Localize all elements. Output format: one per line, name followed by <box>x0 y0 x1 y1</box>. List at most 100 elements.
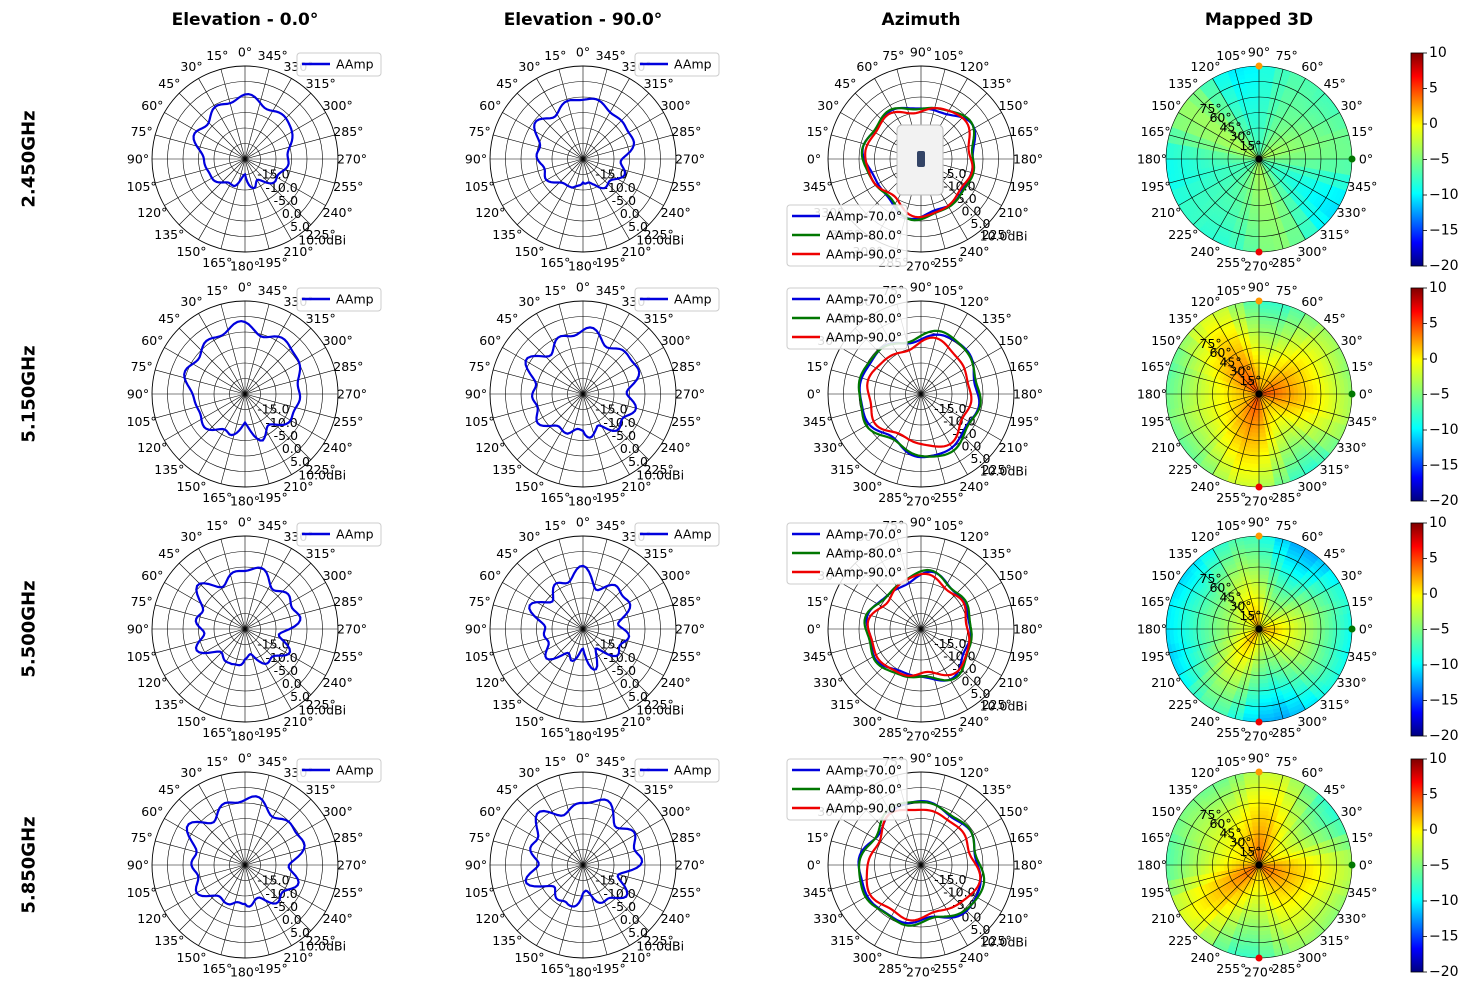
angle-tick-label: 165° <box>1009 594 1039 609</box>
angle-tick-label: 0° <box>1359 152 1373 167</box>
angle-tick-label: 285° <box>878 490 908 505</box>
radial-tick-label: -10.0 <box>603 415 635 430</box>
angle-tick-label: 105° <box>127 649 157 664</box>
angle-tick-label: 90° <box>127 622 149 637</box>
legend-box <box>634 52 720 77</box>
angle-tick-label: 120° <box>137 911 167 926</box>
angle-tick-label: 195° <box>258 961 288 976</box>
row-label-text: 5.500GHz <box>19 580 40 677</box>
radial-tick-label: -15.0 <box>934 872 966 887</box>
angle-tick-label: 135° <box>492 933 522 948</box>
angle-tick-label: 150° <box>514 479 544 494</box>
grid-spoke <box>920 313 968 395</box>
angle-tick-label: 270° <box>1244 259 1274 274</box>
grid-spoke <box>502 864 584 912</box>
radial-tick-label: 0.0 <box>282 912 302 927</box>
angle-tick-label: 75° <box>469 359 491 374</box>
marker-bottom <box>1255 718 1263 726</box>
grid-spoke <box>920 563 987 630</box>
heat-cell <box>1274 864 1279 869</box>
angle-tick-label: 255° <box>671 414 701 429</box>
angle-tick-label: 30° <box>518 765 540 780</box>
angle-tick-label: 225° <box>306 227 336 242</box>
heat-cell <box>1239 390 1244 395</box>
grid-spoke <box>1169 369 1260 395</box>
radial-tick-label: -5.0 <box>612 899 636 914</box>
angle-tick-label: 330° <box>1337 911 1367 926</box>
angle-tick-label: 240° <box>661 675 691 690</box>
heat-cell <box>1270 864 1275 868</box>
colorbar-tick-label: 10 <box>1429 45 1447 61</box>
angle-tick-label: 150° <box>1151 568 1181 583</box>
angle-tick-label: 195° <box>596 961 626 976</box>
colorbar-tick-label: −10 <box>1429 187 1459 203</box>
grid-spoke <box>1258 563 1325 630</box>
angle-tick-label: 255° <box>671 885 701 900</box>
angle-tick-label: 345° <box>258 754 288 769</box>
angle-tick-label: 135° <box>1168 76 1198 91</box>
angle-tick-label: 75° <box>1276 48 1298 63</box>
angle-tick-label: 0° <box>1359 387 1373 402</box>
grid-spoke <box>1258 158 1349 184</box>
angle-tick-label: 225° <box>1168 933 1198 948</box>
grid-spoke <box>198 313 246 395</box>
grid-spoke <box>198 158 246 240</box>
legend-box <box>786 758 908 821</box>
heat-cell <box>1239 155 1244 160</box>
marker-bottom <box>1255 954 1263 962</box>
grid-spoke <box>582 134 673 160</box>
angle-tick-label: 60° <box>141 333 163 348</box>
elevation-series-aamp <box>194 566 302 667</box>
radial-tick-label: 5.0 <box>290 219 310 234</box>
angle-tick-label: 0° <box>576 751 590 766</box>
grid-spoke <box>1193 563 1260 630</box>
angle-tick-label: 300° <box>323 568 353 583</box>
angle-tick-label: 150° <box>999 98 1029 113</box>
angle-tick-label: 75° <box>131 594 153 609</box>
grid-spoke <box>831 840 922 866</box>
angle-tick-label: 45° <box>496 311 518 326</box>
colorbar-tick-label: 10 <box>1429 751 1447 767</box>
grid-spoke <box>1258 393 1284 484</box>
grid-spoke <box>244 628 326 676</box>
grid-spoke <box>1212 628 1260 710</box>
angle-tick-label: 255° <box>671 179 701 194</box>
angle-tick-label: 345° <box>258 48 288 63</box>
marker-bottom <box>1255 248 1263 256</box>
angle-tick-label: 255° <box>671 649 701 664</box>
angle-tick-label: 285° <box>1272 490 1302 505</box>
colorbar-tick-label: 0 <box>1429 822 1438 838</box>
angle-tick-label: 330° <box>1337 675 1367 690</box>
angle-tick-label: 210° <box>1151 911 1181 926</box>
angle-tick-label: 120° <box>1190 59 1220 74</box>
grid-spoke <box>582 313 630 395</box>
heat-cell <box>1239 625 1244 630</box>
grid-spoke <box>920 818 1002 866</box>
grid-spoke <box>558 69 584 160</box>
grid-spoke <box>1258 628 1340 676</box>
grid-spoke <box>920 393 946 484</box>
angle-tick-label: 315° <box>306 311 336 326</box>
angle-tick-label: 90° <box>465 387 487 402</box>
grid-spoke <box>1169 604 1260 630</box>
angle-tick-label: 0° <box>807 622 821 637</box>
elevation-series-aamp <box>528 564 632 671</box>
colorbar-tick-label: −15 <box>1429 929 1459 945</box>
colorbar-tick-label: −20 <box>1429 258 1459 274</box>
radial-tick-label: 0.0 <box>282 441 302 456</box>
colorbar-tick-label: 10 <box>1429 515 1447 531</box>
colorbar-tick-label: −20 <box>1429 728 1459 744</box>
angle-tick-label: 0° <box>576 45 590 60</box>
colorbar <box>1410 758 1424 973</box>
angle-tick-label: 180° <box>1013 387 1043 402</box>
elevation-ring-label: 30° <box>1229 835 1251 850</box>
radial-tick-label: 5.0 <box>290 454 310 469</box>
angle-tick-label: 120° <box>959 765 989 780</box>
angle-tick-label: 270° <box>675 152 705 167</box>
grid-spoke <box>920 393 987 460</box>
grid-spoke <box>502 112 584 160</box>
column-title: Azimuth <box>882 10 961 30</box>
angle-tick-label: 195° <box>258 255 288 270</box>
grid-spoke <box>558 775 584 866</box>
legend-label: AAmp <box>674 292 712 307</box>
